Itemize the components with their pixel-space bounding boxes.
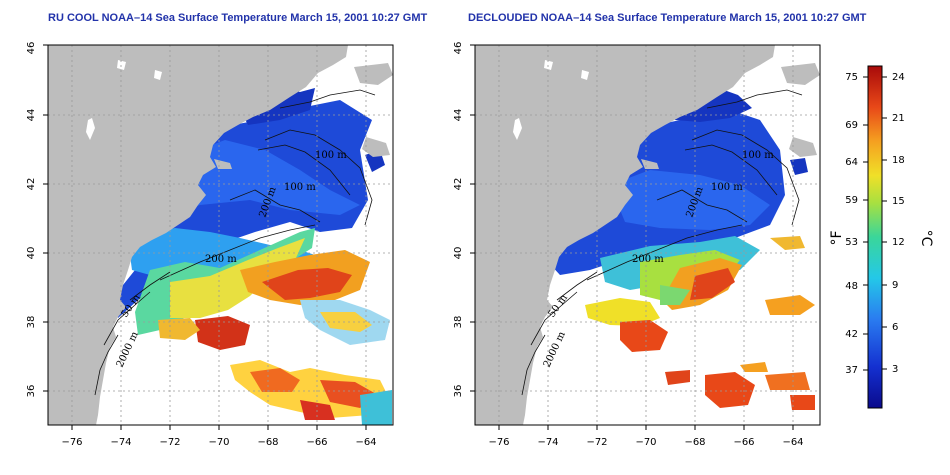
contour-label: 100 m — [315, 150, 347, 161]
x-tick-label: −64 — [782, 437, 803, 448]
y-tick-label: 44 — [26, 109, 37, 122]
colorbar-gradient — [867, 65, 883, 409]
left-lakes — [86, 60, 162, 140]
x-tick-label: −68 — [257, 437, 278, 448]
right-map-title: DECLOUDED NOAA–14 Sea Surface Temperatur… — [468, 12, 867, 24]
fahrenheit-tick-label: 48 — [845, 281, 858, 292]
left-map-panel: −76 −74 −72 −70 −68 −66 −64 36 38 40 42 … — [26, 42, 394, 448]
contour-label: 200 m — [205, 254, 237, 265]
colorbar-celsius-labels: 3 6 9 12 15 18 21 24 — [892, 72, 905, 375]
x-tick-label: −74 — [110, 437, 131, 448]
y-tick-label: 46 — [453, 42, 464, 55]
celsius-tick-label: 21 — [892, 113, 905, 124]
left-sst-field — [115, 85, 392, 425]
fahrenheit-tick-label: 37 — [845, 365, 858, 376]
x-tick-label: −66 — [733, 437, 754, 448]
right-map-frame — [474, 44, 821, 426]
contour-label: 100 m — [742, 150, 774, 161]
x-tick-label: −70 — [208, 437, 229, 448]
x-tick-label: −70 — [635, 437, 656, 448]
left-bathymetry-contours — [94, 89, 376, 396]
right-lakes — [513, 60, 589, 140]
y-tick-label: 38 — [453, 316, 464, 329]
left-x-tick-labels: −76 −74 −72 −70 −68 −66 −64 — [61, 437, 376, 448]
left-grid — [48, 45, 393, 425]
y-tick-label: 40 — [453, 247, 464, 260]
celsius-tick-label: 3 — [892, 364, 898, 375]
temperature-colorbar: 37 42 48 53 59 64 69 75 3 6 9 12 15 18 2… — [829, 65, 934, 409]
fahrenheit-tick-label: 64 — [845, 157, 858, 168]
celsius-unit-label: °C — [918, 230, 934, 247]
y-tick-label: 36 — [26, 385, 37, 398]
left-map-frame — [47, 44, 394, 426]
contour-label: 200 m — [632, 254, 664, 265]
x-tick-label: −76 — [61, 437, 82, 448]
x-tick-label: −66 — [306, 437, 327, 448]
x-tick-label: −68 — [684, 437, 705, 448]
left-map-title: RU COOL NOAA–14 Sea Surface Temperature … — [48, 12, 428, 24]
x-tick-label: −72 — [586, 437, 607, 448]
celsius-tick-label: 15 — [892, 196, 905, 207]
fahrenheit-tick-label: 75 — [845, 72, 858, 83]
celsius-tick-label: 24 — [892, 72, 905, 83]
x-tick-label: −74 — [537, 437, 558, 448]
y-tick-label: 40 — [26, 247, 37, 260]
celsius-tick-label: 9 — [892, 280, 898, 291]
celsius-tick-label: 18 — [892, 155, 905, 166]
right-grid — [475, 45, 820, 425]
y-tick-label: 36 — [453, 385, 464, 398]
left-y-tick-labels: 36 38 40 42 44 46 — [26, 42, 37, 398]
fahrenheit-tick-label: 53 — [845, 237, 858, 248]
y-tick-label: 44 — [453, 109, 464, 122]
y-tick-label: 42 — [26, 178, 37, 191]
x-tick-label: −64 — [355, 437, 376, 448]
fahrenheit-unit-label: °F — [829, 230, 845, 245]
right-ticks — [470, 44, 794, 430]
fahrenheit-tick-label: 42 — [845, 329, 858, 340]
right-map-panel: −76 −74 −72 −70 −68 −66 −64 36 38 40 42 … — [453, 42, 821, 448]
y-tick-label: 46 — [26, 42, 37, 55]
contour-label: 100 m — [711, 182, 743, 193]
x-tick-label: −76 — [488, 437, 509, 448]
left-ticks — [43, 44, 367, 430]
right-bathymetry-contours — [521, 89, 803, 396]
y-tick-label: 42 — [453, 178, 464, 191]
celsius-tick-label: 6 — [892, 322, 898, 333]
contour-label: 100 m — [284, 182, 316, 193]
fahrenheit-tick-label: 69 — [845, 120, 858, 131]
fahrenheit-tick-label: 59 — [845, 195, 858, 206]
celsius-tick-label: 12 — [892, 237, 905, 248]
right-y-tick-labels: 36 38 40 42 44 46 — [453, 42, 464, 398]
colorbar-fahrenheit-labels: 37 42 48 53 59 64 69 75 — [845, 72, 858, 376]
colorbar-ticks — [863, 76, 887, 371]
right-x-tick-labels: −76 −74 −72 −70 −68 −66 −64 — [488, 437, 803, 448]
y-tick-label: 38 — [26, 316, 37, 329]
x-tick-label: −72 — [159, 437, 180, 448]
